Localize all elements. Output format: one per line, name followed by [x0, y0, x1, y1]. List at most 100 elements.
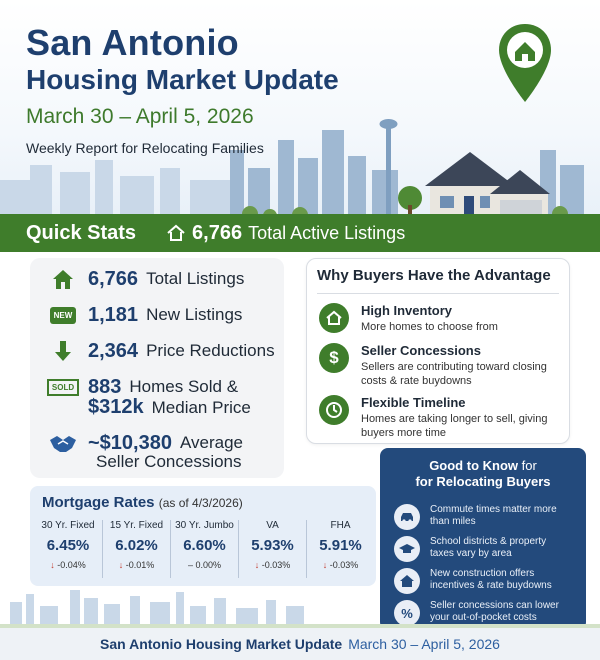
rate-change: -0.03% — [329, 560, 359, 570]
rate-column-30yr-fixed: 30 Yr. Fixed 6.45% ↓ -0.04% — [34, 520, 102, 578]
active-listings-count: 6,766 — [192, 221, 243, 244]
new-badge-icon: NEW — [48, 302, 78, 328]
advantage-item: $ Seller Concessions Sellers are contrib… — [319, 343, 561, 388]
advantage-heading: Flexible Timeline — [361, 395, 466, 410]
quick-stats-bar: Quick Stats 6,766 Total Active Listings — [0, 214, 600, 252]
good-to-know-text: School districts & property taxes vary b… — [430, 536, 547, 559]
good-to-know-item: New construction offers incentives & rat… — [394, 568, 570, 594]
good-to-know-title: Good to Know for for Relocating Buyers — [380, 458, 586, 490]
house-icon — [48, 266, 78, 292]
good-to-know-text: Commute times matter more than miles — [430, 504, 557, 527]
down-arrow-icon: ↓ — [50, 560, 55, 570]
rate-change: -0.03% — [261, 560, 291, 570]
advantage-item: High Inventory More homes to choose from — [319, 303, 498, 334]
divider — [317, 293, 559, 294]
stat-label: Homes Sold & — [129, 377, 239, 396]
sold-badge-text: SOLD — [46, 378, 80, 396]
rate-column-15yr-fixed: 15 Yr. Fixed 6.02% ↓ -0.01% — [102, 520, 170, 578]
advantage-text: More homes to choose from — [361, 321, 498, 333]
rate-label: 30 Yr. Jumbo — [175, 520, 234, 531]
quick-stats-title: Quick Stats — [26, 221, 137, 244]
handshake-icon — [48, 430, 78, 456]
good-to-know-item: Commute times matter more than miles — [394, 504, 570, 530]
rate-value: 5.93% — [251, 537, 294, 554]
rate-label: 15 Yr. Fixed — [109, 520, 164, 531]
stat-value: 883 — [88, 375, 122, 398]
rate-value: 6.60% — [183, 537, 226, 554]
down-arrow-icon — [48, 338, 78, 364]
stat-value: 6,766 — [88, 267, 139, 290]
rate-label: FHA — [330, 520, 351, 531]
down-arrow-icon: ↓ — [322, 560, 328, 570]
rate-value: 5.91% — [319, 537, 362, 554]
good-to-know-item: % Seller concessions can lower your out-… — [394, 600, 570, 626]
good-to-know-title-line2: for Relocating Buyers — [415, 474, 551, 489]
new-badge-text: NEW — [49, 306, 77, 324]
rate-change: -0.01% — [125, 560, 155, 570]
rate-change: 0.00% — [195, 560, 222, 570]
good-to-know-title-bold: Good to Know — [429, 458, 518, 473]
page-subtitle: Weekly Report for Relocating Families — [26, 140, 264, 156]
advantage-text: Homes are taking longer to sell, giving … — [361, 413, 548, 439]
stat-homes-sold: SOLD 883 Homes Sold & — [46, 374, 239, 400]
location-pin-icon — [499, 24, 551, 102]
house-icon — [167, 224, 185, 241]
footer-bar: San Antonio Housing Market Update March … — [0, 628, 600, 660]
stat-label: Seller Concessions — [96, 452, 242, 471]
stat-value: ~$10,380 — [88, 431, 172, 454]
footer-title: San Antonio Housing Market Update — [100, 636, 343, 652]
report-dates: March 30 – April 5, 2026 — [26, 105, 254, 128]
rate-column-fha: FHA 5.91% ↓ -0.03% — [306, 520, 374, 578]
page-title-line2: Housing Market Update — [26, 64, 339, 95]
mortgage-title: Mortgage Rates (as of 4/3/2026) — [42, 494, 243, 511]
advantage-heading: High Inventory — [361, 303, 453, 318]
flat-dash-icon: – — [187, 560, 193, 570]
footer-dates: March 30 – April 5, 2026 — [348, 636, 500, 652]
mortgage-title-text: Mortgage Rates — [42, 494, 155, 511]
rate-value: 6.45% — [46, 537, 90, 554]
page-title: San Antonio — [26, 22, 239, 63]
stat-price-reductions: 2,364 Price Reductions — [48, 338, 275, 364]
down-arrow-icon: ↓ — [254, 560, 260, 570]
rate-column-30yr-jumbo: 30 Yr. Jumbo 6.60% – 0.00% — [170, 520, 238, 578]
stats-panel: 6,766 Total Listings NEW 1,181 New Listi… — [30, 258, 284, 478]
down-arrow-icon: ↓ — [118, 560, 124, 570]
good-to-know-card: Good to Know for for Relocating Buyers C… — [380, 448, 586, 630]
graduation-cap-icon — [394, 536, 420, 562]
active-listings-label: Total Active Listings — [248, 222, 406, 243]
stat-label: Median Price — [151, 397, 251, 417]
advantage-heading: Seller Concessions — [361, 343, 481, 358]
mortgage-rates-panel: Mortgage Rates (as of 4/3/2026) 30 Yr. F… — [30, 486, 376, 586]
dollar-icon: $ — [319, 343, 349, 373]
stat-new-listings: NEW 1,181 New Listings — [48, 302, 242, 328]
clock-icon — [319, 395, 349, 425]
rate-column-va: VA 5.93% ↓ -0.03% — [238, 520, 306, 578]
rate-label: VA — [266, 520, 279, 531]
rate-label: 30 Yr. Fixed — [41, 520, 95, 531]
stat-seller-concessions-line2: Seller Concessions — [96, 452, 242, 472]
rate-value: 6.02% — [115, 537, 158, 554]
stat-value: 2,364 — [88, 339, 139, 362]
advantage-title: Why Buyers Have the Advantage — [317, 267, 551, 284]
stat-seller-concessions: ~$10,380 Average — [48, 430, 243, 456]
house-icon — [319, 303, 349, 333]
sold-sign-icon: SOLD — [46, 374, 80, 400]
good-to-know-text: Seller concessions can lower your out-of… — [430, 600, 559, 623]
stat-value: 1,181 — [88, 303, 139, 326]
car-icon — [394, 504, 420, 530]
stat-label: Total Listings — [146, 269, 245, 288]
good-to-know-title-thin: for — [521, 458, 537, 473]
house-icon — [394, 568, 420, 594]
advantage-item: Flexible Timeline Homes are taking longe… — [319, 395, 561, 440]
good-to-know-text: New construction offers incentives & rat… — [430, 568, 552, 591]
rate-change: -0.04% — [57, 560, 86, 570]
mortgage-as-of: (as of 4/3/2026) — [158, 496, 243, 510]
stat-label: Average — [179, 433, 243, 452]
advantage-card: Why Buyers Have the Advantage High Inven… — [306, 258, 570, 444]
percent-icon: % — [394, 600, 420, 626]
header: San Antonio Housing Market Update March … — [0, 0, 600, 220]
stat-label: New Listings — [146, 305, 243, 324]
advantage-text: Sellers are contributing toward closing … — [361, 361, 547, 387]
stat-value: $312k — [88, 396, 144, 418]
stat-label: Price Reductions — [146, 341, 275, 360]
